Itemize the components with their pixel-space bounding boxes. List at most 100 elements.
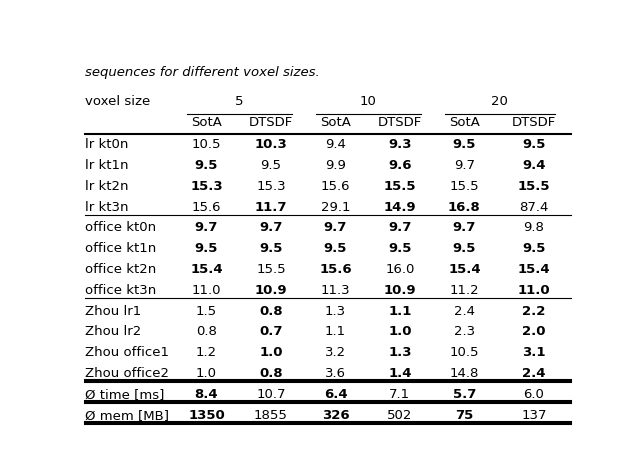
Text: 14.8: 14.8 <box>450 367 479 380</box>
Text: office kt2n: office kt2n <box>85 263 156 276</box>
Text: 15.4: 15.4 <box>190 263 223 276</box>
Text: 16.8: 16.8 <box>448 201 481 214</box>
Text: Ø mem [MB]: Ø mem [MB] <box>85 409 169 421</box>
Text: 10.5: 10.5 <box>450 346 479 359</box>
Text: 1.4: 1.4 <box>388 367 412 380</box>
Text: 15.6: 15.6 <box>321 180 350 193</box>
Text: sequences for different voxel sizes.: sequences for different voxel sizes. <box>85 66 320 79</box>
Text: SotA: SotA <box>449 116 480 129</box>
Text: 11.2: 11.2 <box>449 284 479 297</box>
Text: 9.5: 9.5 <box>195 159 218 172</box>
Text: 15.3: 15.3 <box>256 180 286 193</box>
Text: 15.4: 15.4 <box>448 263 481 276</box>
Text: 9.5: 9.5 <box>195 242 218 255</box>
Text: 9.7: 9.7 <box>195 221 218 234</box>
Text: 20: 20 <box>491 95 508 108</box>
Text: 0.8: 0.8 <box>196 325 217 338</box>
Text: 9.5: 9.5 <box>522 242 545 255</box>
Text: 15.5: 15.5 <box>383 180 416 193</box>
Text: 10.7: 10.7 <box>256 388 285 401</box>
Text: 1.1: 1.1 <box>388 305 412 318</box>
Text: 1.0: 1.0 <box>259 346 283 359</box>
Text: 5: 5 <box>234 95 243 108</box>
Text: 0.7: 0.7 <box>259 325 283 338</box>
Text: 14.9: 14.9 <box>383 201 416 214</box>
Text: 11.3: 11.3 <box>321 284 350 297</box>
Text: 15.3: 15.3 <box>190 180 223 193</box>
Text: 0.8: 0.8 <box>259 305 283 318</box>
Text: office kt3n: office kt3n <box>85 284 156 297</box>
Text: 0.8: 0.8 <box>259 367 283 380</box>
Text: 1.0: 1.0 <box>388 325 412 338</box>
Text: 9.3: 9.3 <box>388 138 412 151</box>
Text: 2.3: 2.3 <box>454 325 475 338</box>
Text: 10.3: 10.3 <box>255 138 287 151</box>
Text: Ø time [ms]: Ø time [ms] <box>85 388 164 401</box>
Text: lr kt2n: lr kt2n <box>85 180 129 193</box>
Text: 1.1: 1.1 <box>325 325 346 338</box>
Text: 9.7: 9.7 <box>259 221 283 234</box>
Text: Zhou office1: Zhou office1 <box>85 346 169 359</box>
Text: 16.0: 16.0 <box>385 263 415 276</box>
Text: 5.7: 5.7 <box>452 388 476 401</box>
Text: 9.4: 9.4 <box>325 138 346 151</box>
Text: 15.6: 15.6 <box>319 263 352 276</box>
Text: 9.5: 9.5 <box>388 242 412 255</box>
Text: 15.6: 15.6 <box>192 201 221 214</box>
Text: 10: 10 <box>359 95 376 108</box>
Text: 6.0: 6.0 <box>524 388 544 401</box>
Text: 9.5: 9.5 <box>452 242 476 255</box>
Text: 15.4: 15.4 <box>518 263 550 276</box>
Text: 2.2: 2.2 <box>522 305 545 318</box>
Text: 1.2: 1.2 <box>196 346 217 359</box>
Text: 7.1: 7.1 <box>389 388 410 401</box>
Text: 9.5: 9.5 <box>452 138 476 151</box>
Text: 1855: 1855 <box>254 409 288 421</box>
Text: lr kt0n: lr kt0n <box>85 138 129 151</box>
Text: 3.1: 3.1 <box>522 346 545 359</box>
Text: DTSDF: DTSDF <box>378 116 422 129</box>
Text: 10.9: 10.9 <box>255 284 287 297</box>
Text: 15.5: 15.5 <box>449 180 479 193</box>
Text: 15.5: 15.5 <box>256 263 286 276</box>
Text: 3.2: 3.2 <box>325 346 346 359</box>
Text: 502: 502 <box>387 409 413 421</box>
Text: 9.7: 9.7 <box>388 221 412 234</box>
Text: 9.5: 9.5 <box>522 138 545 151</box>
Text: 1.0: 1.0 <box>196 367 217 380</box>
Text: office kt0n: office kt0n <box>85 221 156 234</box>
Text: 9.9: 9.9 <box>325 159 346 172</box>
Text: SotA: SotA <box>191 116 222 129</box>
Text: 11.0: 11.0 <box>518 284 550 297</box>
Text: 9.5: 9.5 <box>259 242 283 255</box>
Text: 9.5: 9.5 <box>260 159 282 172</box>
Text: SotA: SotA <box>320 116 351 129</box>
Text: lr kt3n: lr kt3n <box>85 201 129 214</box>
Text: 1.5: 1.5 <box>196 305 217 318</box>
Text: 11.7: 11.7 <box>255 201 287 214</box>
Text: voxel size: voxel size <box>85 95 150 108</box>
Text: 15.5: 15.5 <box>518 180 550 193</box>
Text: office kt1n: office kt1n <box>85 242 156 255</box>
Text: lr kt1n: lr kt1n <box>85 159 129 172</box>
Text: Zhou office2: Zhou office2 <box>85 367 169 380</box>
Text: 326: 326 <box>322 409 349 421</box>
Text: 75: 75 <box>455 409 474 421</box>
Text: 11.0: 11.0 <box>192 284 221 297</box>
Text: 2.4: 2.4 <box>522 367 545 380</box>
Text: 9.7: 9.7 <box>454 159 475 172</box>
Text: 10.9: 10.9 <box>383 284 416 297</box>
Text: 2.4: 2.4 <box>454 305 475 318</box>
Text: 9.6: 9.6 <box>388 159 412 172</box>
Text: 8.4: 8.4 <box>195 388 218 401</box>
Text: 1.3: 1.3 <box>388 346 412 359</box>
Text: 9.4: 9.4 <box>522 159 545 172</box>
Text: 2.0: 2.0 <box>522 325 545 338</box>
Text: 10.5: 10.5 <box>192 138 221 151</box>
Text: 137: 137 <box>521 409 547 421</box>
Text: Zhou lr1: Zhou lr1 <box>85 305 141 318</box>
Text: Zhou lr2: Zhou lr2 <box>85 325 141 338</box>
Text: 9.7: 9.7 <box>452 221 476 234</box>
Text: 9.7: 9.7 <box>324 221 347 234</box>
Text: 3.6: 3.6 <box>325 367 346 380</box>
